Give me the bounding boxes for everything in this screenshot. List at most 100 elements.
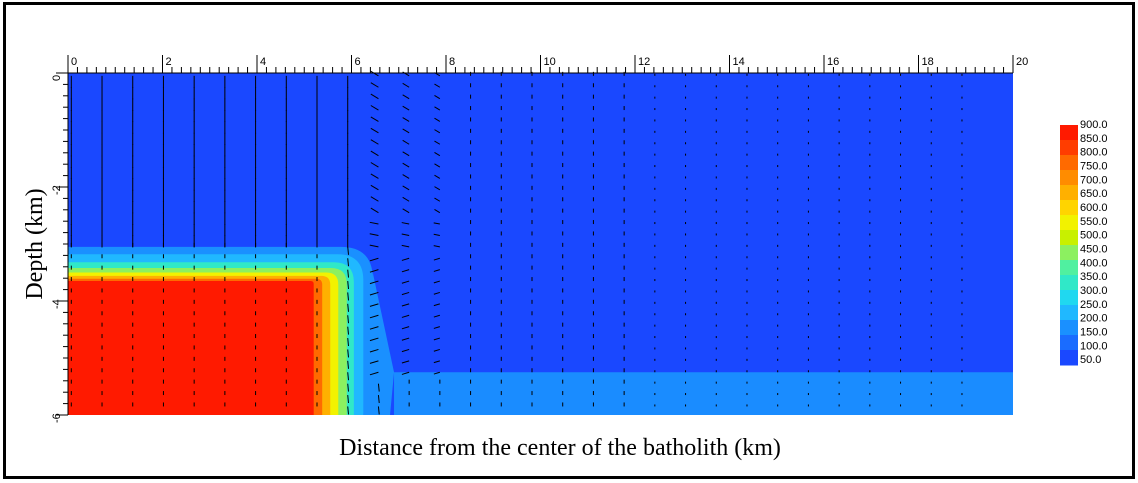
legend-label: 850.0 (1080, 133, 1108, 145)
y-tick-label: 0 (51, 75, 63, 81)
legend-swatch (1060, 230, 1078, 246)
flow-vector (370, 93, 379, 100)
legend-swatch (1060, 290, 1078, 306)
flow-vector (370, 184, 379, 191)
flow-vector (401, 280, 410, 284)
legend-label: 100.0 (1080, 340, 1108, 352)
flow-vector (434, 163, 441, 168)
x-tick-label: 2 (166, 56, 172, 68)
flow-vector (402, 196, 410, 202)
flow-vector (433, 233, 440, 236)
flow-vector (434, 174, 441, 179)
flow-vector (370, 105, 379, 111)
vector-field (70, 70, 963, 415)
flow-vector (369, 303, 379, 307)
x-tick-label: 16 (827, 56, 839, 68)
flow-vector (370, 162, 379, 168)
x-tick-label: 14 (733, 56, 745, 68)
legend-label: 250.0 (1080, 299, 1108, 311)
flow-vector (370, 116, 379, 122)
flow-vector (401, 257, 410, 261)
x-tick-label: 12 (638, 56, 650, 68)
flow-vector (370, 70, 379, 77)
y-tick-label: -6 (51, 413, 63, 423)
lower-layer-region (394, 372, 1013, 415)
legend-swatch (1060, 335, 1078, 351)
x-tick-label: 6 (355, 56, 361, 68)
flow-vector (369, 280, 379, 285)
flow-vector (347, 383, 350, 392)
flow-vector (434, 95, 441, 100)
flow-vector (433, 371, 441, 375)
flow-vector (401, 303, 410, 307)
flow-vector (433, 280, 441, 284)
flow-vector (347, 281, 350, 290)
y-axis-title: Depth (km) (22, 188, 48, 299)
flow-vector (347, 303, 350, 312)
flow-vector (370, 150, 379, 157)
legend-swatch (1060, 305, 1078, 321)
legend-label: 150.0 (1080, 327, 1108, 339)
flow-vector (369, 326, 379, 330)
flow-vector (347, 349, 350, 358)
flow-vector (401, 291, 410, 296)
flow-vector (434, 106, 441, 111)
flow-vector (401, 360, 410, 364)
legend-swatch (1060, 140, 1078, 156)
flow-vector (401, 222, 410, 225)
contour-band-7 (68, 281, 314, 415)
flow-vector (369, 337, 379, 342)
flow-vector (401, 348, 410, 353)
legend-label: 500.0 (1080, 230, 1108, 242)
flow-vector (401, 326, 410, 330)
flow-vector (402, 151, 410, 157)
flow-vector (434, 209, 441, 214)
legend-label: 700.0 (1080, 174, 1108, 186)
flow-vector (433, 245, 440, 248)
flow-vector (401, 337, 410, 341)
flow-vector (433, 360, 441, 364)
legend-swatch (1060, 215, 1078, 231)
flow-vector (402, 185, 410, 191)
flow-vector (370, 196, 379, 202)
x-tick-label: 0 (71, 56, 77, 68)
x-tick-label: 8 (449, 56, 455, 68)
flow-vector (433, 303, 441, 307)
flow-vector (402, 139, 410, 145)
legend-label: 350.0 (1080, 271, 1108, 283)
y-tick-label: -4 (51, 299, 63, 309)
flow-vector (377, 406, 380, 415)
flow-vector (347, 246, 350, 255)
flow-vector (402, 162, 410, 168)
flow-vector (377, 383, 380, 392)
flow-vector (347, 315, 350, 324)
flow-vector (433, 348, 441, 352)
legend-swatch (1060, 185, 1078, 201)
front-tail (363, 272, 395, 415)
legend-swatch (1060, 200, 1078, 216)
flow-vector (347, 292, 350, 301)
y-tick-label: -2 (51, 185, 63, 195)
flow-vector (377, 395, 380, 404)
flow-vector (369, 348, 379, 353)
legend-label: 600.0 (1080, 202, 1108, 214)
flow-vector (347, 326, 350, 335)
flow-vector (369, 221, 379, 225)
legend-swatch (1060, 260, 1078, 276)
legend-swatch (1060, 320, 1078, 336)
flow-vector (347, 406, 350, 415)
legend-swatch (1060, 125, 1078, 141)
flow-vector (369, 244, 379, 248)
flow-vector (401, 233, 410, 236)
flow-vector (369, 257, 379, 262)
flow-vector (347, 338, 350, 347)
flow-vector (370, 127, 379, 134)
flow-vector (401, 244, 410, 248)
flow-vector (433, 326, 441, 329)
flow-vector (402, 174, 410, 179)
flow-vector (369, 269, 379, 273)
flow-vector (402, 94, 410, 100)
legend-swatch (1060, 350, 1078, 366)
